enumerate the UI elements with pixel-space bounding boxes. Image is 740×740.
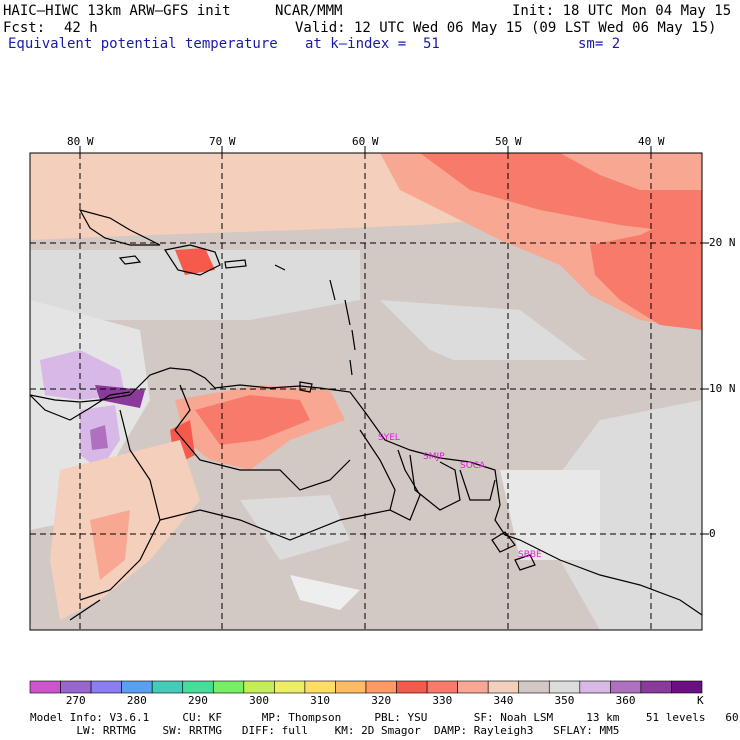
lon-label-50w: 50 W [495,135,522,148]
colorbar-swatch [671,680,703,694]
lesser-antilles [274,264,356,376]
lon-label-70w: 70 W [209,135,236,148]
colorbar-swatch [304,680,336,694]
colorbar [29,680,703,694]
colorbar-swatch [90,680,122,694]
guyana-border [359,429,421,521]
init-time: Init: 18 UTC Mon 04 May 15 [512,3,732,19]
colorbar-swatch [151,680,184,694]
colorbar-swatch [182,680,214,694]
smoothing-label: sm= 2 [578,36,621,52]
colorbar-label: 350 [554,694,575,707]
colorbar-swatch [365,680,397,694]
field-name: Equivalent potential temperature [8,36,278,52]
lat-label-0: 0 [709,527,716,540]
station-syel: SYEL [378,433,400,443]
lat-label-20n: 20 N [709,236,736,249]
lon-label-60w: 60 W [352,135,379,148]
colorbar-swatch [121,680,153,694]
colorbar-swatch [579,680,611,694]
trinidad-coastline [299,381,313,393]
colorbar-label: 270 [65,694,86,707]
jamaica-coastline [118,255,142,265]
colorbar-swatch [457,680,489,694]
colorbar-swatch [212,680,245,694]
forecast-hours: 42 h [64,20,98,36]
station-sbbe: SBBE [518,550,542,560]
level-label: at k–index = 51 [305,36,440,52]
colorbar-swatch [29,680,61,694]
hispaniola-coastline [164,244,221,276]
colorbar-label: 340 [493,694,514,707]
station-smjp: SMJP [423,452,445,462]
colorbar-label: 280 [126,694,147,707]
station-soca: SOCA [460,461,486,471]
colorbar-swatch [548,680,581,694]
lat-label-10n: 10 N [709,382,736,395]
colorbar-label: 310 [310,694,331,707]
colorbar-swatch [640,680,672,694]
valid-time: Valid: 12 UTC Wed 06 May 15 (09 LST Wed … [295,20,717,36]
colorbar-label: 360 [615,694,636,707]
model-title: HAIC–HIWC 13km ARW–GFS init [3,3,231,19]
colorbar-swatch [243,680,275,694]
theta-e-map: SYEL SMJP SOCA SBBE [29,146,709,694]
lon-label-40w: 40 W [638,135,665,148]
colorbar-label: 300 [249,694,269,707]
marajo-coastline [491,531,536,571]
colorbar-swatch [518,680,550,694]
colorbar-label: 320 [371,694,392,707]
colorbar-swatch [274,680,306,694]
guiana-border [459,469,496,501]
colorbar-swatch [396,680,428,694]
colorbar-swatch [487,680,520,694]
colorbar-label: 290 [188,694,208,707]
model-info-line2: LW: RRTMG SW: RRTMG DIFF: full KM: 2D Sm… [30,724,620,737]
brazil-interior-border [69,509,391,621]
colorbar-swatch [335,680,367,694]
colorbar-label: 330 [432,694,453,707]
cuba-coastline [78,209,161,246]
colorbar-swatch [426,680,458,694]
forecast-label: Fcst: [3,20,46,36]
venezuela-border [174,384,351,491]
puerto-rico-coastline [224,259,247,269]
org-label: NCAR/MMM [275,3,343,19]
model-info-line1: Model Info: V3.6.1 CU: KF MP: Thompson P… [30,711,740,724]
colorbar-swatch [60,680,92,694]
lon-label-80w: 80 W [67,135,94,148]
south-america-coastline [30,367,702,616]
colorbar-unit: K [697,694,704,707]
colorbar-swatch [610,680,642,694]
suriname-border [409,454,461,511]
